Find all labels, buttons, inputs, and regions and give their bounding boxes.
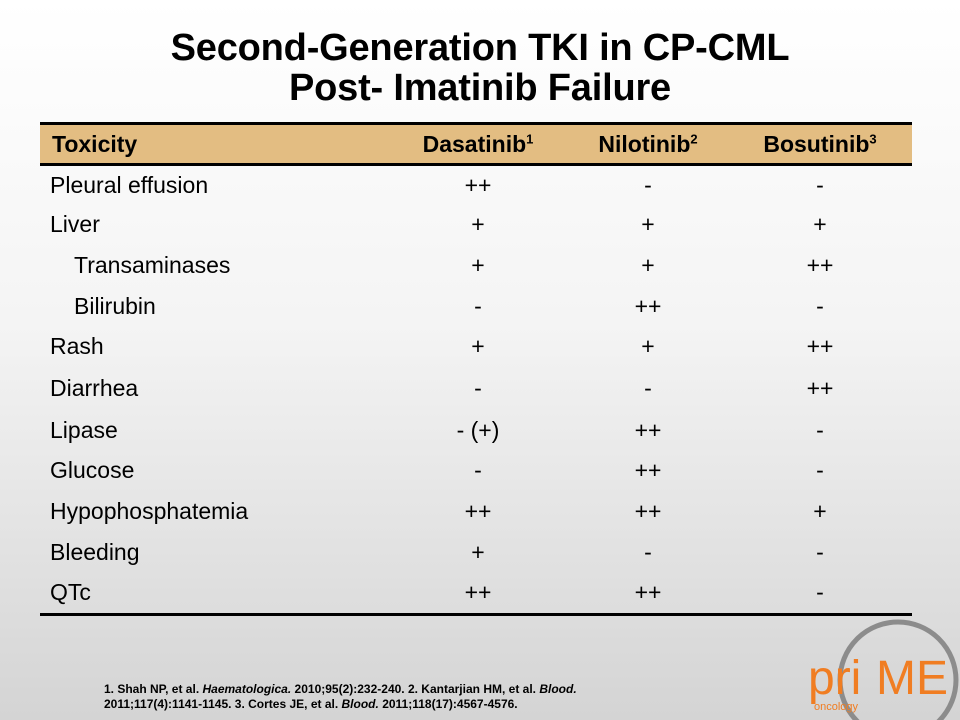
table-row: Glucose - ++ - xyxy=(40,451,912,491)
prime-oncology-logo: pri ME oncology xyxy=(808,619,959,720)
cell-value: + xyxy=(641,211,655,237)
cell-value: - xyxy=(816,457,824,483)
logo-ring xyxy=(837,619,959,720)
table-row: Bleeding + - - xyxy=(40,533,912,573)
row-label: Lipase xyxy=(50,417,118,443)
cell-value: ++ xyxy=(634,579,662,606)
table-row: Hypophosphatemia ++ ++ + xyxy=(40,491,912,533)
row-label: Rash xyxy=(50,333,104,359)
header-toxicity: Toxicity xyxy=(52,130,138,157)
toxicity-table: Toxicity Dasatinib1 Nilotinib2 Bosutinib… xyxy=(40,122,912,616)
row-label: Transaminases xyxy=(74,252,231,278)
cell-value: ++ xyxy=(464,498,492,524)
row-label: Bleeding xyxy=(50,539,140,565)
cell-value: ++ xyxy=(806,333,834,359)
table-row: Liver + + + xyxy=(40,205,912,245)
row-label: QTc xyxy=(50,579,91,606)
cell-value: - xyxy=(644,539,652,565)
cell-value: + xyxy=(471,211,485,237)
table-row: Bilirubin - ++ - xyxy=(40,287,912,327)
table-row: Transaminases + + ++ xyxy=(40,245,912,287)
row-label: Hypophosphatemia xyxy=(50,498,249,524)
header-nilotinib: Nilotinib2 xyxy=(598,130,698,157)
cell-value: - xyxy=(474,457,482,483)
logo-text-pri: pri xyxy=(808,652,861,705)
cell-value: + xyxy=(641,252,655,278)
cell-value: - xyxy=(816,579,824,606)
cell-value: ++ xyxy=(634,293,662,319)
cell-value: - xyxy=(816,171,824,198)
cell-value: + xyxy=(471,333,485,359)
cell-value: + xyxy=(813,211,827,237)
header-bosutinib: Bosutinib3 xyxy=(763,130,877,157)
cell-value: ++ xyxy=(634,498,662,524)
row-label: Pleural effusion xyxy=(50,171,209,198)
cell-value: - (+) xyxy=(456,417,500,443)
header-dasatinib: Dasatinib1 xyxy=(422,130,534,157)
cell-value: - xyxy=(644,171,652,198)
table-row: Lipase - (+) ++ - xyxy=(40,411,912,451)
cell-value: ++ xyxy=(806,252,834,278)
cell-value: - xyxy=(644,375,652,401)
cell-value: - xyxy=(474,293,482,319)
cell-value: ++ xyxy=(634,417,662,443)
cell-value: - xyxy=(816,293,824,319)
cell-value: ++ xyxy=(634,457,662,483)
cell-value: + xyxy=(641,333,655,359)
cell-value: ++ xyxy=(464,579,492,606)
table-header-row: Toxicity Dasatinib1 Nilotinib2 Bosutinib… xyxy=(40,123,912,165)
row-label: Glucose xyxy=(50,457,135,483)
cell-value: - xyxy=(816,539,824,565)
cell-value: + xyxy=(813,498,827,524)
slide-title: Second-Generation TKI in CP-CML Post- Im… xyxy=(0,28,960,108)
logo-text-oncology: oncology xyxy=(814,701,859,713)
logo-text-me: ME xyxy=(876,652,948,705)
table-row: Pleural effusion ++ - - xyxy=(40,165,912,205)
table-row: Diarrhea - - ++ xyxy=(40,367,912,411)
table-row: QTc ++ ++ - xyxy=(40,573,912,615)
cell-value: ++ xyxy=(464,171,492,198)
references: 1. Shah NP, et al. Haematologica. 2010;9… xyxy=(104,682,577,711)
row-label: Liver xyxy=(50,211,100,237)
title-line-2: Post- Imatinib Failure xyxy=(289,67,671,109)
row-label: Diarrhea xyxy=(50,375,139,401)
cell-value: ++ xyxy=(806,375,834,401)
cell-value: - xyxy=(474,375,482,401)
table-row: Rash + + ++ xyxy=(40,327,912,367)
cell-value: + xyxy=(471,252,485,278)
title-line-1: Second-Generation TKI in CP-CML xyxy=(170,27,790,69)
row-label: Bilirubin xyxy=(74,293,156,319)
cell-value: + xyxy=(471,539,485,565)
cell-value: - xyxy=(816,417,824,443)
